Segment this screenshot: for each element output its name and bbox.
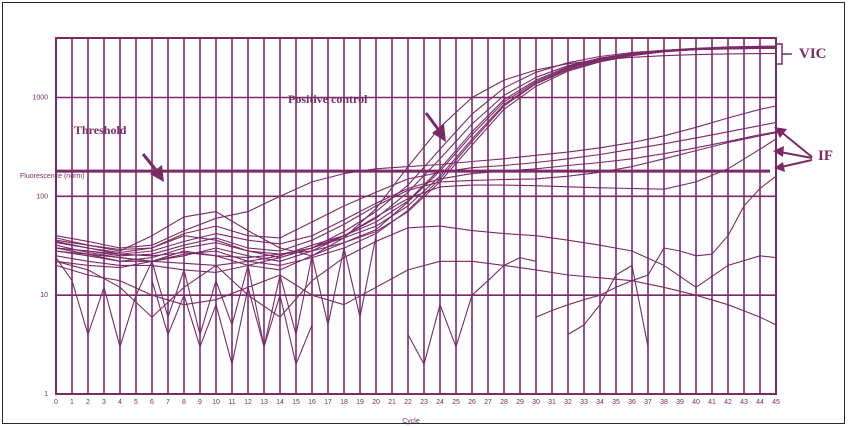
chart-frame (2, 2, 845, 424)
x-tick-label: 13 (260, 399, 268, 406)
series-line (535, 175, 777, 318)
annotation-positive-control: Positive control (288, 92, 368, 106)
x-tick-label: 42 (724, 399, 732, 406)
series-line (55, 225, 777, 318)
x-tick-label: 17 (324, 399, 332, 406)
positive-control-arrow (424, 112, 446, 142)
x-tick-label: 24 (436, 399, 444, 406)
x-tick-label: 7 (166, 399, 170, 406)
x-tick-label: 12 (244, 399, 252, 406)
annotation-if: IF (818, 148, 833, 164)
x-tick-label: 43 (740, 399, 748, 406)
x-tick-label: 5 (134, 399, 138, 406)
series-line (55, 46, 777, 259)
x-tick-label: 11 (228, 399, 235, 406)
series-line (55, 260, 777, 326)
y-tick-label: 1000 (32, 95, 48, 102)
x-tick-label: 19 (356, 399, 364, 406)
x-tick-label: 45 (772, 399, 780, 406)
x-tick-label: 16 (308, 399, 316, 406)
x-tick-label: 33 (580, 399, 588, 406)
x-tick-label: 37 (644, 399, 652, 406)
x-tick-label: 23 (420, 399, 428, 406)
x-tick-label: 1 (70, 399, 74, 406)
x-tick-label: 44 (756, 399, 764, 406)
series-line (55, 46, 777, 255)
x-tick-label: 8 (182, 399, 186, 406)
series-line (55, 138, 777, 262)
if-arrows (773, 127, 813, 172)
series-line (55, 121, 777, 251)
series-line (55, 45, 777, 257)
x-tick-label: 35 (612, 399, 620, 406)
series-line (407, 257, 537, 365)
x-tick-label: 39 (676, 399, 684, 406)
x-tick-label: 4 (118, 399, 122, 406)
x-tick-label: 22 (404, 399, 412, 406)
x-tick-label: 30 (532, 399, 540, 406)
x-tick-label: 29 (516, 399, 524, 406)
x-tick-label: 40 (692, 399, 700, 406)
x-tick-label: 6 (150, 399, 154, 406)
x-tick-label: 9 (198, 399, 202, 406)
series-line (55, 132, 777, 257)
x-tick-label: 18 (340, 399, 348, 406)
threshold-arrow (141, 153, 164, 182)
series-line (55, 47, 777, 262)
y-tick-label: 100 (36, 193, 48, 200)
series-line (55, 52, 777, 271)
x-tick-label: 10 (212, 399, 220, 406)
x-tick-label: 21 (388, 399, 396, 406)
annotation-threshold: Threshold (74, 123, 127, 137)
x-tick-label: 20 (372, 399, 380, 406)
y-tick-label: 10 (40, 292, 48, 299)
series-line (55, 131, 777, 255)
x-tick-label: 15 (292, 399, 300, 406)
x-tick-label: 27 (484, 399, 492, 406)
x-tick-label: 0 (54, 399, 58, 406)
vic-bracket (776, 43, 792, 65)
y-tick-label: 1 (44, 391, 48, 398)
x-tick-label: 14 (276, 399, 284, 406)
plot-border (55, 37, 777, 395)
y-axis-label: Fluorescence (norm) (20, 173, 85, 180)
series-line (151, 280, 313, 365)
x-tick-label: 38 (660, 399, 668, 406)
x-tick-label: 41 (708, 399, 716, 406)
series-line (55, 235, 377, 348)
x-tick-label: 25 (452, 399, 460, 406)
x-tick-label: 28 (500, 399, 508, 406)
x-tick-label: 26 (468, 399, 476, 406)
x-axis-label: Cycle (402, 418, 420, 425)
series-line (567, 264, 649, 347)
x-tick-label: 34 (596, 399, 604, 406)
x-tick-label: 3 (102, 399, 106, 406)
x-tick-label: 31 (548, 399, 556, 406)
x-tick-label: 2 (86, 399, 90, 406)
x-tick-label: 32 (564, 399, 572, 406)
x-tick-label: 36 (628, 399, 636, 406)
series-line (55, 47, 777, 273)
annotation-vic: VIC (799, 46, 827, 62)
series-line (55, 105, 777, 249)
